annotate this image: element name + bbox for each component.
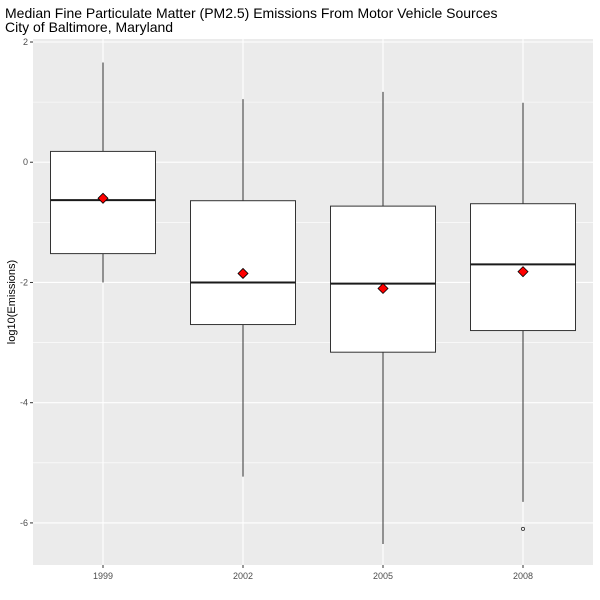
boxplot-1999 (50, 62, 156, 283)
chart-title: Median Fine Particulate Matter (PM2.5) E… (5, 5, 498, 21)
y-tick-label: 2 (23, 37, 28, 47)
boxplot-2005 (330, 91, 436, 544)
x-tick-label: 2008 (513, 571, 533, 581)
mean-marker (517, 266, 529, 278)
outlier-point (521, 526, 526, 531)
y-tick-label: -4 (20, 398, 28, 408)
x-tick-label: 2002 (233, 571, 253, 581)
mean-marker (377, 282, 389, 295)
boxplot-2008 (470, 102, 576, 531)
y-tick-label: -6 (20, 518, 28, 528)
boxplot-layer (50, 62, 576, 544)
mean-marker (97, 192, 109, 204)
boxplot-2002 (190, 99, 296, 477)
chart-subtitle: City of Baltimore, Maryland (5, 19, 173, 35)
box-iqr (330, 205, 436, 353)
y-axis-ticks: 2 0 -2 -4 -6 (20, 37, 33, 528)
box-iqr (190, 200, 296, 326)
x-tick-label: 2005 (373, 571, 393, 581)
y-tick-label: 0 (23, 157, 28, 167)
y-tick-label: -2 (20, 277, 28, 287)
mean-marker (237, 267, 249, 280)
x-axis-ticks: 1999 2002 2005 2008 (93, 565, 533, 581)
y-axis-title: log10(Emissions) (6, 260, 18, 344)
x-tick-label: 1999 (93, 571, 113, 581)
